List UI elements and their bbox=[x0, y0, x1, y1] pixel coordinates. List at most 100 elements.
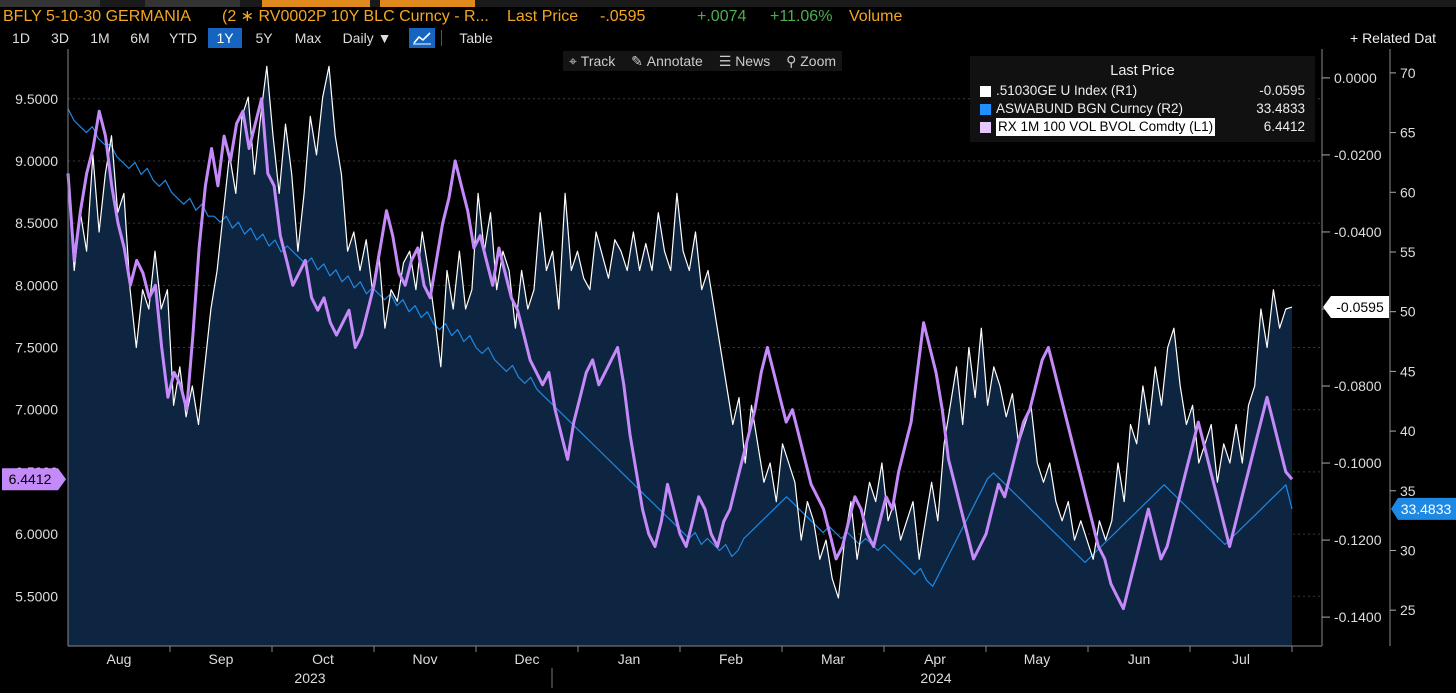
right-axis-1-tick-label: -0.0200 bbox=[1334, 147, 1382, 163]
x-axis-tick-label: Oct bbox=[312, 651, 334, 667]
left-axis-tick-label: 9.0000 bbox=[15, 153, 58, 169]
area-fills bbox=[68, 66, 1292, 647]
right-axis-1-tick-label: 0.0000 bbox=[1334, 70, 1377, 86]
left-last-value-tag bbox=[2, 468, 66, 491]
period-select[interactable]: Daily ▼ bbox=[342, 30, 392, 46]
legend-row-purple[interactable]: RX 1M 100 VOL BVOL Comdty (L1) 6.4412 bbox=[980, 118, 1305, 136]
range-max-button[interactable]: Max bbox=[294, 30, 322, 46]
legend-title: Last Price bbox=[1110, 63, 1175, 79]
related-data-button[interactable]: + Related Dat bbox=[1350, 30, 1436, 46]
x-axis-tick-label: Jul bbox=[1232, 651, 1250, 667]
zoom-label: Zoom bbox=[800, 53, 837, 69]
last-value-tags: 6.4412 -0.0595 33.4833 bbox=[2, 296, 1456, 520]
left-axis-tick-label: 7.5000 bbox=[15, 340, 58, 356]
line-chart-icon[interactable] bbox=[409, 28, 435, 48]
legend-value: -0.0595 bbox=[1259, 83, 1305, 98]
left-last-value-label: 6.4412 bbox=[9, 471, 52, 487]
legend-swatch bbox=[980, 122, 991, 133]
range-1y-button[interactable]: 1Y bbox=[208, 28, 242, 48]
x-axis-tick-label: Jun bbox=[1128, 651, 1151, 667]
right-axis-1-tick-label: -0.1200 bbox=[1334, 532, 1382, 548]
annotate-tool[interactable]: ✎ Annotate bbox=[631, 53, 703, 69]
legend-value: 33.4833 bbox=[1256, 101, 1305, 116]
left-axis-tick-label: 6.0000 bbox=[15, 526, 58, 542]
series-line-51030ge[interactable] bbox=[67, 65, 1293, 599]
legend-name: RX 1M 100 VOL BVOL Comdty (L1) bbox=[996, 118, 1216, 136]
right-axis-2-tick-label: 65 bbox=[1400, 125, 1416, 141]
right-1-last-value-tag bbox=[1323, 296, 1389, 319]
x-axis-tick-label: Mar bbox=[821, 651, 845, 667]
range-3d-button[interactable]: 3D bbox=[51, 30, 69, 46]
x-axis-tick-label: May bbox=[1024, 651, 1050, 667]
right-axis-2-tick-label: 40 bbox=[1400, 423, 1416, 439]
range-1d-button[interactable]: 1D bbox=[12, 30, 30, 46]
x-axis-tick-label: Apr bbox=[924, 651, 946, 667]
x-axis-tick-label: Nov bbox=[413, 651, 438, 667]
legend-row-blue[interactable]: ASWABUND BGN Curncy (R2) 33.4833 bbox=[980, 100, 1305, 118]
legend-row-white[interactable]: .51030GE U Index (R1) -0.0595 bbox=[980, 82, 1305, 100]
year-label-2024: 2024 bbox=[920, 670, 951, 686]
axis-labels: 9.50009.00008.50008.00007.50007.00006.50… bbox=[15, 65, 1416, 686]
left-axis-tick-label: 9.5000 bbox=[15, 91, 58, 107]
legend-swatch bbox=[980, 86, 991, 97]
news-label: News bbox=[735, 53, 771, 69]
legend-value: 6.4412 bbox=[1263, 119, 1305, 134]
track-tool[interactable]: ⌖ Track bbox=[569, 53, 616, 69]
compare-formula[interactable]: (2 ∗ RV0002P 10Y BLC Curncy - R... bbox=[222, 8, 489, 25]
range-1m-button[interactable]: 1M bbox=[90, 30, 110, 46]
last-price-label: Last Price bbox=[507, 8, 579, 25]
annotate-label: Annotate bbox=[646, 53, 703, 69]
range-5y-button[interactable]: 5Y bbox=[255, 30, 273, 46]
change-value: +.0074 bbox=[697, 8, 747, 25]
chart-tools-bar: ⌖ Track ✎ Annotate ☰ News ⚲ Zoom bbox=[563, 51, 843, 71]
right-axis-2-tick-label: 50 bbox=[1400, 304, 1416, 320]
range-ytd-button[interactable]: YTD bbox=[169, 30, 197, 46]
right-2-last-value-label: 33.4833 bbox=[1401, 501, 1452, 517]
right-axis-1-tick-label: -0.1400 bbox=[1334, 609, 1382, 625]
year-label-2023: 2023 bbox=[294, 670, 325, 686]
right-2-last-value-tag bbox=[1391, 497, 1456, 520]
legend-swatch bbox=[980, 104, 991, 115]
news-tool[interactable]: ☰ News bbox=[718, 53, 771, 69]
series-line-rx-vol[interactable] bbox=[66, 97, 1294, 611]
right-axis-2-tick-label: 60 bbox=[1400, 184, 1416, 200]
x-axis-tick-label: Sep bbox=[209, 651, 234, 667]
right-axis-1-tick-label: -0.0800 bbox=[1334, 378, 1382, 394]
change-percent: +11.06% bbox=[770, 8, 833, 25]
line-chart-icon-glyph bbox=[413, 32, 431, 45]
area-fill-white-series bbox=[68, 66, 1292, 647]
right-1-last-value-label: -0.0595 bbox=[1336, 299, 1384, 315]
right-axis-2-tick-label: 55 bbox=[1400, 244, 1416, 260]
left-axis-tick-label: 8.0000 bbox=[15, 277, 58, 293]
toolbar: 1D 3D 1M 6M YTD 1Y 5Y Max Daily ▼ Table bbox=[0, 27, 1456, 49]
legend-name: ASWABUND BGN Curncy (R2) bbox=[996, 101, 1184, 116]
right-axis-2-tick-label: 30 bbox=[1400, 542, 1416, 558]
x-axis-tick-label: Aug bbox=[107, 651, 132, 667]
x-axis-tick-label: Jan bbox=[618, 651, 641, 667]
series-lines bbox=[66, 65, 1294, 611]
left-axis-tick-label: 7.0000 bbox=[15, 402, 58, 418]
axes bbox=[67, 49, 1396, 688]
track-label: Track bbox=[580, 53, 616, 69]
x-axis-tick-label: Dec bbox=[515, 651, 540, 667]
top-strip bbox=[0, 0, 1456, 7]
right-axis-1-tick-label: -0.0400 bbox=[1334, 224, 1382, 240]
toolbar-divider bbox=[441, 30, 442, 46]
right-axis-2-tick-label: 35 bbox=[1400, 483, 1416, 499]
title-bar: BFLY 5-10-30 GERMANIA (2 ∗ RV0002P 10Y B… bbox=[0, 7, 1456, 27]
zoom-tool[interactable]: ⚲ Zoom bbox=[786, 53, 837, 69]
left-axis-tick-label: 8.5000 bbox=[15, 215, 58, 231]
right-axis-2-tick-label: 25 bbox=[1400, 602, 1416, 618]
range-6m-button[interactable]: 6M bbox=[130, 30, 150, 46]
table-button[interactable]: Table bbox=[459, 30, 493, 46]
volume-label[interactable]: Volume bbox=[849, 8, 903, 25]
left-axis-tick-label: 5.5000 bbox=[15, 588, 58, 604]
right-axis-2-tick-label: 70 bbox=[1400, 65, 1416, 81]
right-axis-1-tick-label: -0.1000 bbox=[1334, 455, 1382, 471]
legend-name: .51030GE U Index (R1) bbox=[996, 83, 1138, 98]
chart-legend[interactable]: Last Price .51030GE U Index (R1) -0.0595… bbox=[970, 56, 1315, 142]
last-price-value: -.0595 bbox=[600, 8, 646, 25]
ticker-title[interactable]: BFLY 5-10-30 GERMANIA bbox=[3, 8, 191, 25]
right-axis-2-tick-label: 45 bbox=[1400, 363, 1416, 379]
